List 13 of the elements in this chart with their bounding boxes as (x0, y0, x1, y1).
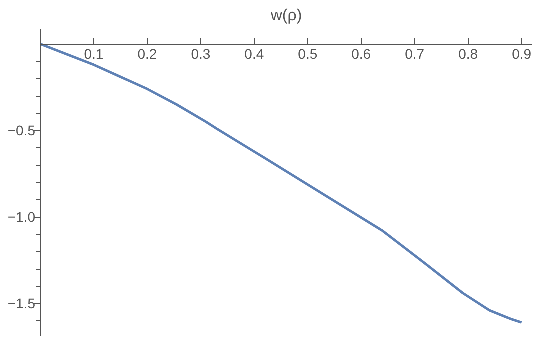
y-tick-label: −1.0 (8, 209, 36, 226)
x-tick-label: 0.9 (512, 46, 532, 62)
y-tick-label: −1.5 (8, 296, 36, 312)
y-axis-title: w(ρ) (270, 8, 302, 24)
x-tick-label: 0.7 (405, 46, 425, 62)
y-tick-label: −0.5 (8, 122, 36, 139)
x-tick-label: 0.6 (352, 46, 372, 62)
x-tick-label: 0.1 (84, 46, 104, 62)
x-tick-label: 0.4 (244, 46, 264, 62)
x-tick-label: 0.2 (138, 46, 158, 62)
x-tick-label: 0.5 (298, 46, 318, 62)
x-tick-label: 0.8 (458, 46, 478, 62)
x-tick-label: 0.3 (191, 46, 211, 62)
